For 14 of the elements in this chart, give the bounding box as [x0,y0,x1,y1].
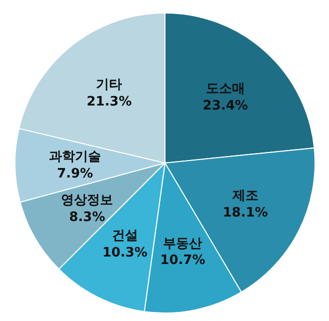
slice-label: 영상정보 [61,193,114,208]
data-label: 23.4% [202,98,248,114]
slice-label: 기타 [96,78,122,93]
data-label: 10.3% [102,246,148,261]
data-label: 7.9% [56,166,94,182]
data-label: 18.1% [222,206,268,221]
slice-label: 건설 [112,228,138,244]
slice-label: 제조 [231,188,258,204]
slice-label: 과학기술 [49,150,102,165]
slice-label: 부동산 [163,236,202,252]
slice-label: 도소매 [206,81,245,96]
data-label: 8.3% [69,210,106,226]
data-label: 21.3% [86,94,132,110]
data-label: 10.7% [160,253,206,268]
